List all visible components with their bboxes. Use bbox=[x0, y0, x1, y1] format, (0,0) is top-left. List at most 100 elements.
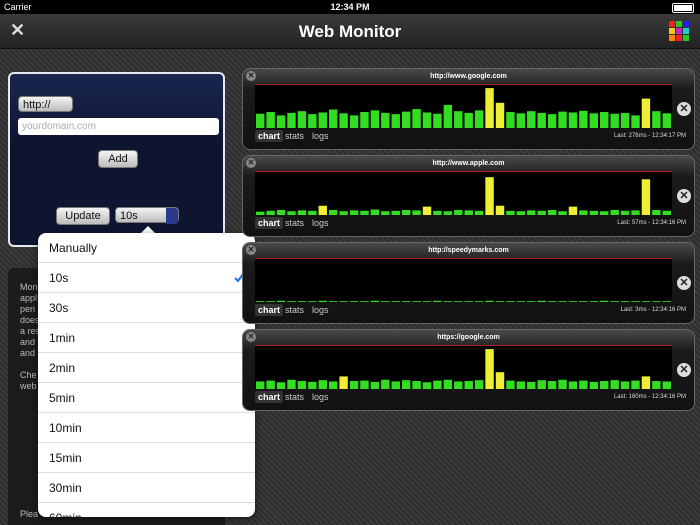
bar bbox=[339, 211, 348, 215]
bar bbox=[485, 349, 494, 389]
bar bbox=[558, 111, 567, 128]
bar bbox=[652, 111, 661, 128]
delete-button[interactable]: ✕ bbox=[677, 363, 691, 377]
bar bbox=[308, 210, 317, 215]
tab[interactable]: logs bbox=[312, 218, 329, 228]
remove-circle[interactable]: ✕ bbox=[246, 245, 256, 255]
bar bbox=[474, 301, 484, 302]
tab[interactable]: logs bbox=[312, 392, 329, 402]
domain-input[interactable]: yourdomain.com bbox=[18, 118, 219, 135]
bar bbox=[297, 301, 307, 302]
checkmark bbox=[234, 273, 244, 283]
tab[interactable]: chart bbox=[255, 391, 284, 403]
bar bbox=[464, 301, 473, 302]
menu-item[interactable]: 2min bbox=[38, 353, 255, 383]
menu-item-label: 30s bbox=[49, 301, 69, 315]
bar bbox=[297, 381, 307, 389]
bar bbox=[422, 382, 432, 389]
bar bbox=[537, 380, 546, 389]
menu-item[interactable]: 1min bbox=[38, 323, 255, 353]
bar bbox=[579, 110, 588, 128]
bar bbox=[412, 381, 421, 389]
bar bbox=[662, 381, 671, 389]
bar bbox=[485, 300, 494, 302]
monitor-panel: ✕ https://google.com chart stats logs Last: 1… bbox=[242, 329, 695, 411]
menu-item[interactable]: 10s bbox=[38, 263, 255, 293]
interval-menu: Manually 10s 30s 1min 2min 5min 10min 15min 30mi… bbox=[38, 233, 255, 517]
bar bbox=[506, 210, 515, 215]
monitor-panel: ✕ http://www.google.com chart stats logs Last… bbox=[242, 68, 695, 150]
url: https://google.com bbox=[437, 334, 500, 341]
protocol-select[interactable]: http:// bbox=[18, 96, 73, 112]
bar bbox=[454, 301, 463, 302]
tab[interactable]: stats bbox=[285, 305, 305, 315]
info-line: a res bbox=[20, 326, 41, 336]
bar bbox=[308, 114, 317, 128]
menu-item-label: 30min bbox=[49, 481, 82, 495]
bar bbox=[276, 115, 286, 128]
chart bbox=[255, 84, 672, 128]
bar bbox=[579, 380, 588, 389]
remove-circle[interactable]: ✕ bbox=[246, 158, 256, 168]
delete-button[interactable]: ✕ bbox=[677, 102, 691, 116]
bar bbox=[652, 301, 661, 302]
remove-circle[interactable]: ✕ bbox=[246, 71, 256, 81]
add-button[interactable]: Add bbox=[98, 150, 138, 168]
bar bbox=[568, 206, 578, 215]
menu-item[interactable]: 30s bbox=[38, 293, 255, 323]
bar bbox=[433, 210, 442, 215]
bar bbox=[547, 301, 557, 302]
chart bbox=[255, 258, 672, 302]
bar bbox=[443, 211, 453, 215]
menu-item[interactable]: 30min bbox=[38, 473, 255, 503]
bar bbox=[308, 301, 317, 302]
info-line: Che bbox=[20, 370, 37, 380]
menu-item[interactable]: 15min bbox=[38, 443, 255, 473]
bar bbox=[360, 301, 369, 302]
bar bbox=[433, 113, 442, 128]
bar bbox=[339, 301, 348, 302]
tab[interactable]: chart bbox=[255, 304, 284, 316]
tab[interactable]: stats bbox=[285, 392, 305, 402]
interval-select[interactable]: 10s bbox=[115, 207, 179, 224]
bar bbox=[318, 300, 327, 302]
delete-button[interactable]: ✕ bbox=[677, 276, 691, 290]
bar bbox=[506, 301, 515, 302]
menu-item[interactable]: Manually bbox=[38, 233, 255, 263]
tab[interactable]: logs bbox=[312, 131, 329, 141]
delete-button[interactable]: ✕ bbox=[677, 189, 691, 203]
tab[interactable]: stats bbox=[285, 218, 305, 228]
bar bbox=[412, 301, 421, 302]
bar bbox=[610, 209, 619, 215]
bar bbox=[328, 109, 338, 128]
bar bbox=[287, 112, 296, 128]
bar bbox=[360, 210, 369, 215]
bar bbox=[527, 381, 536, 389]
bar bbox=[443, 379, 453, 389]
bar bbox=[443, 104, 453, 128]
nav-bar: ✕ Web Monitor bbox=[0, 14, 700, 49]
menu-item[interactable]: 5min bbox=[38, 383, 255, 413]
tab[interactable]: chart bbox=[255, 217, 284, 229]
bar bbox=[547, 381, 557, 389]
remove-circle[interactable]: ✕ bbox=[246, 332, 256, 342]
close-button[interactable]: ✕ bbox=[10, 20, 26, 40]
bar bbox=[537, 112, 546, 128]
bar bbox=[662, 210, 671, 215]
bar bbox=[620, 381, 630, 389]
info-line: and bbox=[20, 337, 36, 347]
bar bbox=[318, 112, 327, 128]
bar bbox=[276, 382, 286, 389]
tab[interactable]: logs bbox=[312, 305, 329, 315]
last-check: Last: 160ms - 12:34:16 PM bbox=[613, 394, 686, 400]
info-line: Mon bbox=[20, 282, 38, 292]
bar bbox=[579, 301, 588, 302]
tab[interactable]: chart bbox=[255, 130, 284, 142]
tab[interactable]: stats bbox=[285, 131, 305, 141]
app-icon[interactable] bbox=[669, 21, 689, 41]
bar bbox=[568, 301, 578, 302]
menu-item[interactable]: 60min bbox=[38, 503, 255, 517]
menu-item[interactable]: 10min bbox=[38, 413, 255, 443]
update-button[interactable]: Update bbox=[56, 207, 110, 225]
